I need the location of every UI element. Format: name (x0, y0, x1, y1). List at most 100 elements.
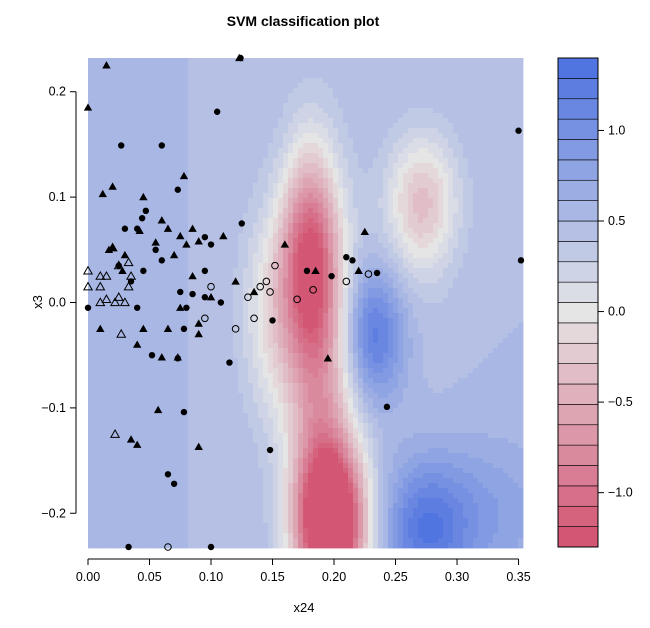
surface-cell (373, 118, 379, 124)
surface-cell (128, 313, 134, 319)
surface-cell (298, 78, 304, 84)
surface-cell (468, 253, 474, 259)
surface-cell (98, 158, 104, 164)
surface-cell (513, 63, 519, 69)
surface-cell (373, 88, 379, 94)
surface-cell (488, 88, 494, 94)
surface-cell (453, 113, 459, 119)
surface-cell (513, 123, 519, 129)
surface-cell (508, 233, 514, 239)
surface-cell (443, 58, 449, 64)
surface-cell (208, 78, 214, 84)
surface-cell (518, 123, 524, 129)
surface-cell (458, 288, 464, 294)
surface-cell (133, 273, 139, 279)
surface-cell (298, 83, 304, 89)
surface-cell (93, 98, 99, 104)
surface-cell (363, 103, 369, 109)
surface-cell (363, 283, 369, 289)
surface-cell (248, 98, 254, 104)
surface-cell (103, 98, 109, 104)
surface-cell (113, 258, 119, 264)
surface-cell (188, 168, 194, 174)
surface-cell (198, 98, 204, 104)
surface-cell (328, 313, 334, 319)
surface-cell (198, 338, 204, 344)
surface-cell (363, 253, 369, 259)
surface-cell (188, 138, 194, 144)
surface-cell (293, 148, 299, 154)
surface-cell (138, 283, 144, 289)
surface-cell (218, 228, 224, 234)
surface-cell (228, 58, 234, 64)
surface-cell (138, 98, 144, 104)
surface-cell (98, 128, 104, 134)
surface-cell (203, 118, 209, 124)
surface-cell (188, 93, 194, 99)
surface-cell (388, 98, 394, 104)
surface-cell (478, 313, 484, 319)
surface-cell (513, 183, 519, 189)
surface-cell (318, 88, 324, 94)
surface-cell (218, 308, 224, 314)
surface-cell (363, 218, 369, 224)
surface-cell (358, 108, 364, 114)
surface-cell (148, 193, 154, 199)
surface-cell (413, 338, 419, 344)
surface-cell (93, 333, 99, 339)
surface-cell (223, 263, 229, 269)
surface-cell (113, 98, 119, 104)
surface-cell (468, 278, 474, 284)
surface-cell (358, 308, 364, 314)
surface-cell (333, 218, 339, 224)
surface-cell (153, 58, 159, 64)
surface-cell (328, 148, 334, 154)
surface-cell (198, 168, 204, 174)
surface-cell (193, 303, 199, 309)
surface-cell (133, 63, 139, 69)
surface-cell (413, 143, 419, 149)
surface-cell (103, 198, 109, 204)
surface-cell (503, 338, 509, 344)
surface-cell (473, 58, 479, 64)
surface-cell (138, 173, 144, 179)
surface-cell (448, 68, 454, 74)
surface-cell (378, 308, 384, 314)
surface-cell (248, 78, 254, 84)
surface-cell (388, 308, 394, 314)
surface-cell (418, 158, 424, 164)
surface-cell (283, 103, 289, 109)
surface-cell (313, 83, 319, 89)
surface-cell (258, 273, 264, 279)
surface-cell (258, 328, 264, 334)
surface-cell (298, 168, 304, 174)
surface-cell (88, 68, 94, 74)
surface-cell (508, 268, 514, 274)
surface-cell (98, 298, 104, 304)
surface-cell (338, 108, 344, 114)
surface-cell (93, 163, 99, 169)
surface-cell (138, 253, 144, 259)
surface-cell (143, 163, 149, 169)
surface-cell (423, 133, 429, 139)
surface-cell (493, 78, 499, 84)
surface-cell (393, 323, 399, 329)
surface-cell (348, 218, 354, 224)
surface-cell (103, 253, 109, 259)
surface-cell (383, 93, 389, 99)
surface-cell (393, 233, 399, 239)
surface-cell (173, 63, 179, 69)
surface-cell (298, 213, 304, 219)
surface-cell (408, 183, 414, 189)
surface-cell (228, 268, 234, 274)
surface-cell (468, 83, 474, 89)
surface-cell (303, 168, 309, 174)
surface-cell (498, 88, 504, 94)
surface-cell (153, 273, 159, 279)
surface-cell (138, 288, 144, 294)
surface-cell (223, 233, 229, 239)
surface-cell (248, 333, 254, 339)
surface-cell (318, 333, 324, 339)
surface-cell (173, 128, 179, 134)
surface-cell (153, 208, 159, 214)
